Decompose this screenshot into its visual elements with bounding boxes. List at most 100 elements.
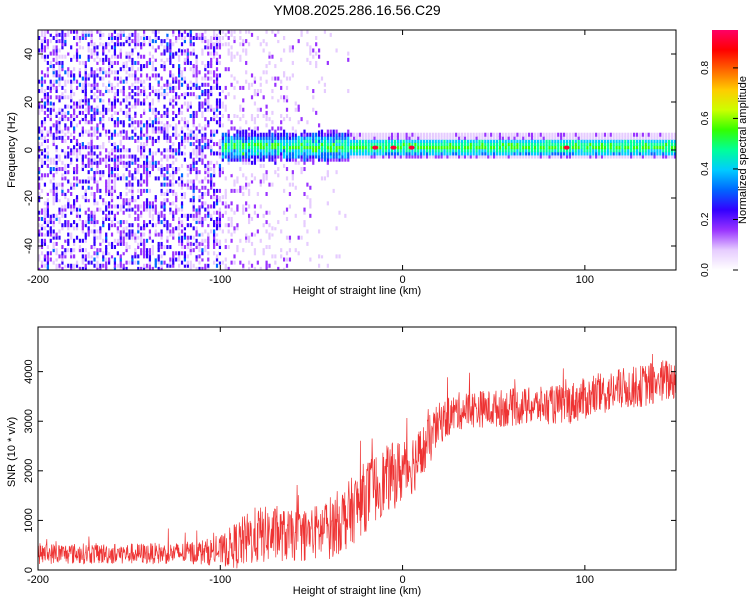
heatmap-cell — [61, 39, 64, 44]
heatmap-cell — [352, 142, 356, 147]
heatmap-cell — [93, 210, 96, 215]
heatmap-cell — [61, 201, 64, 206]
heatmap-cell — [175, 210, 178, 215]
heatmap-cell — [125, 163, 128, 168]
heatmap-cell — [207, 207, 210, 212]
heatmap-cell — [280, 254, 283, 259]
heatmap-cell — [347, 89, 350, 94]
heatmap-cell — [105, 148, 108, 153]
heatmap-cell — [137, 266, 140, 270]
heatmap-cell — [180, 151, 184, 156]
heatmap-cell — [137, 36, 140, 40]
heatmap-cell — [198, 204, 201, 209]
heatmap-cell — [420, 138, 423, 143]
heatmap-cell — [207, 95, 210, 100]
heatmap-cell — [81, 85, 84, 90]
heatmap-cell — [38, 245, 41, 250]
snr-xlabel: Height of straight line (km) — [293, 585, 421, 597]
heatmap-cell — [189, 260, 192, 265]
heatmap-cell — [312, 148, 315, 153]
heatmap-cell — [102, 107, 105, 112]
heatmap-cell — [274, 129, 277, 134]
heatmap-cell — [195, 176, 198, 181]
heatmap-cell — [201, 76, 204, 81]
heatmap-cell — [300, 204, 303, 209]
heatmap-cell — [186, 92, 189, 97]
heatmap-cell — [122, 89, 125, 94]
heatmap-cell — [186, 51, 189, 56]
heatmap-cell — [122, 182, 125, 187]
heatmap-cell — [624, 148, 627, 153]
heatmap-cell — [215, 229, 219, 234]
heatmap-cell — [300, 167, 303, 172]
heatmap-cell — [113, 45, 117, 50]
heatmap-cell — [189, 185, 192, 190]
heatmap-cell — [52, 188, 55, 193]
heatmap-cell — [291, 145, 294, 150]
heatmap-cell — [125, 95, 128, 100]
heatmap-cell — [256, 89, 259, 94]
heatmap-cell — [320, 154, 324, 159]
heatmap-cell — [215, 42, 219, 47]
heatmap-cell — [227, 48, 230, 53]
heatmap-cell — [399, 138, 402, 143]
heatmap-cell — [609, 135, 612, 140]
heatmap-cell — [189, 251, 192, 256]
heatmap-cell — [55, 45, 58, 50]
heatmap-cell — [387, 148, 391, 153]
heatmap-cell — [478, 142, 481, 147]
heatmap-cell — [102, 98, 105, 103]
heatmap-cell — [428, 138, 432, 143]
heatmap-cell — [437, 151, 440, 156]
heatmap-cell — [46, 260, 49, 265]
heatmap-cell — [177, 107, 181, 112]
heatmap-cell — [142, 64, 146, 69]
heatmap-cell — [428, 148, 432, 153]
heatmap-cell — [107, 135, 111, 140]
heatmap-cell — [303, 157, 306, 162]
heatmap-xtick-label: -200 — [27, 274, 49, 286]
heatmap-cell — [113, 110, 117, 115]
heatmap-cell — [551, 142, 554, 147]
heatmap-cell — [612, 151, 615, 156]
heatmap-cell — [96, 110, 99, 115]
heatmap-cell — [128, 42, 131, 47]
heatmap-cell — [87, 30, 90, 34]
heatmap-cell — [618, 135, 621, 140]
heatmap-cell — [574, 154, 577, 159]
heatmap-cell — [492, 138, 496, 143]
heatmap-cell — [154, 151, 157, 156]
heatmap-cell — [212, 36, 216, 40]
heatmap-cell — [96, 67, 99, 72]
heatmap-cell — [119, 32, 122, 37]
heatmap-cell — [81, 76, 84, 81]
heatmap-cell — [46, 207, 49, 212]
heatmap-cell — [662, 148, 665, 153]
heatmap-cell — [84, 213, 87, 218]
heatmap-cell — [52, 223, 55, 228]
heatmap-cell — [201, 145, 204, 150]
heatmap-cell — [189, 39, 192, 44]
heatmap-cell — [55, 167, 58, 172]
heatmap-cell — [43, 207, 47, 212]
heatmap-cell — [151, 238, 154, 243]
heatmap-cell — [332, 142, 335, 147]
heatmap-cell — [128, 223, 131, 228]
heatmap-cell — [70, 248, 73, 253]
heatmap-cell — [230, 73, 233, 78]
heatmap-cell — [183, 110, 187, 115]
heatmap-cell — [142, 241, 146, 246]
heatmap-cell — [145, 151, 149, 156]
heatmap-cell — [128, 207, 131, 212]
heatmap-cell — [134, 238, 137, 243]
heatmap-cell — [638, 132, 642, 137]
heatmap-cell — [621, 148, 624, 153]
heatmap-cell — [105, 89, 108, 94]
heatmap-cell — [119, 160, 122, 165]
heatmap-cell — [180, 48, 184, 53]
heatmap-cell — [183, 95, 187, 100]
heatmap-cell — [201, 39, 204, 44]
heatmap-cell — [466, 132, 469, 137]
heatmap-cell — [55, 132, 58, 137]
heatmap-cell — [315, 51, 318, 56]
